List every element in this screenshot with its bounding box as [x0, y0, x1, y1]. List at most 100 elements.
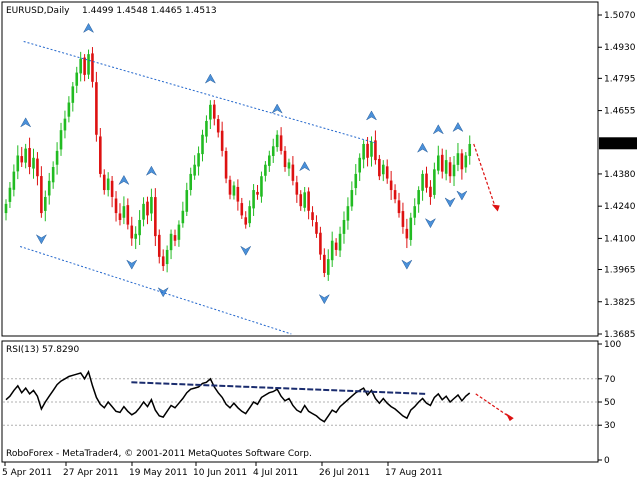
candle-body [370, 141, 373, 157]
candle-body [16, 155, 20, 172]
current-price-label: 1.4513 [603, 139, 635, 149]
candle-body [8, 187, 12, 202]
candle-body [291, 164, 295, 181]
candle-body [83, 57, 86, 75]
fractal-up-icon [145, 165, 158, 176]
candle-body [75, 72, 79, 86]
candle-body [268, 155, 271, 166]
candle-body [346, 206, 350, 221]
fractal-up-icon [416, 142, 429, 153]
candle-body [59, 130, 63, 150]
candle-body [87, 54, 90, 75]
rsi-tick-label: 100 [604, 340, 621, 350]
price-tick-label: 1.3825 [604, 298, 636, 308]
candle-body [330, 240, 334, 261]
candle-body [393, 190, 397, 200]
fractal-up-icon [299, 161, 311, 172]
candle-body [212, 104, 216, 119]
candle-body [287, 162, 291, 169]
candle-body [154, 197, 157, 237]
fractal-down-icon [318, 293, 331, 305]
candle-body [244, 217, 248, 225]
candle-body [444, 160, 448, 174]
forecast-arrow-line [473, 143, 497, 209]
price-tick-label: 1.3965 [604, 266, 636, 276]
fractal-down-icon [240, 245, 252, 256]
candle-body [374, 140, 377, 161]
candle-body [236, 186, 240, 202]
candle-body [118, 213, 122, 220]
rsi-tick-label: 50 [604, 398, 616, 408]
candle-body [256, 191, 259, 195]
candle-body [24, 148, 27, 163]
candle-body [157, 234, 161, 257]
chart-ohlc-values: 1.4499 1.4548 1.4465 1.4513 [82, 6, 217, 16]
candle-body [4, 203, 8, 214]
candle-body [55, 150, 59, 165]
candle-body [319, 232, 322, 255]
fractal-down-icon [126, 259, 138, 270]
candle-body [216, 119, 220, 133]
candle-body [429, 186, 432, 197]
candle-body [106, 178, 110, 191]
date-tick-label: 19 May 2011 [129, 468, 188, 478]
candle-body [197, 153, 200, 167]
channel-lower-line [19, 246, 292, 335]
candle-body [397, 200, 401, 214]
candle-body [271, 146, 275, 157]
candle-body [389, 180, 393, 191]
candle-body [401, 211, 405, 227]
price-tick-label: 1.4795 [604, 74, 636, 84]
copyright-footer: RoboForex - MetaTrader4, © 2001-2011 Met… [6, 449, 312, 459]
candle-body [456, 153, 460, 165]
candle-body [437, 155, 440, 171]
candle-body [326, 259, 330, 275]
rsi-forecast-arrow-line [475, 393, 511, 418]
candle-body [468, 143, 472, 156]
price-pane-frame [1, 1, 599, 337]
candle-body [252, 190, 255, 209]
price-tick-label: 1.4240 [604, 202, 636, 212]
candle-body [315, 222, 318, 234]
price-tick-label: 1.4100 [604, 234, 636, 244]
candle-body [460, 153, 464, 170]
forecast-arrow-icon [491, 204, 500, 212]
candle-body [40, 176, 43, 214]
candle-body [232, 185, 236, 196]
fractal-up-icon [432, 124, 444, 135]
candle-body [378, 158, 381, 177]
candle-body [12, 171, 16, 190]
rsi-line [5, 369, 471, 423]
rsi-tick-label: 70 [604, 375, 616, 385]
candle-body [201, 134, 204, 155]
candle-body [421, 173, 424, 191]
fractal-up-icon [118, 174, 130, 186]
candle-body [20, 156, 24, 163]
fractal-up-icon [452, 121, 464, 133]
candle-body [220, 130, 224, 151]
candle-body [224, 151, 228, 179]
candle-body [464, 155, 468, 168]
candle-body [130, 225, 134, 239]
candle-body [193, 164, 196, 176]
candle-body [32, 157, 35, 169]
candle-body [126, 205, 130, 225]
candle-body [228, 179, 232, 195]
rsi-forecast-arrow-icon [505, 413, 514, 422]
candle-body [448, 162, 452, 177]
date-tick-label: 17 Aug 2011 [385, 468, 443, 478]
candle-body [440, 154, 444, 172]
candle-body [173, 235, 177, 241]
candle-body [240, 203, 244, 216]
date-tick-label: 4 Jul 2011 [253, 468, 298, 478]
candle-body [381, 164, 385, 175]
candle-body [142, 203, 145, 220]
channel-upper-line [23, 41, 377, 144]
candle-body [28, 148, 31, 168]
candle-body [338, 233, 342, 251]
candle-body [36, 158, 39, 177]
rsi-indicator-label: RSI(13) 57.8290 [6, 345, 79, 355]
price-tick-label: 1.4655 [604, 107, 636, 117]
date-tick-label: 27 Apr 2011 [63, 468, 119, 478]
